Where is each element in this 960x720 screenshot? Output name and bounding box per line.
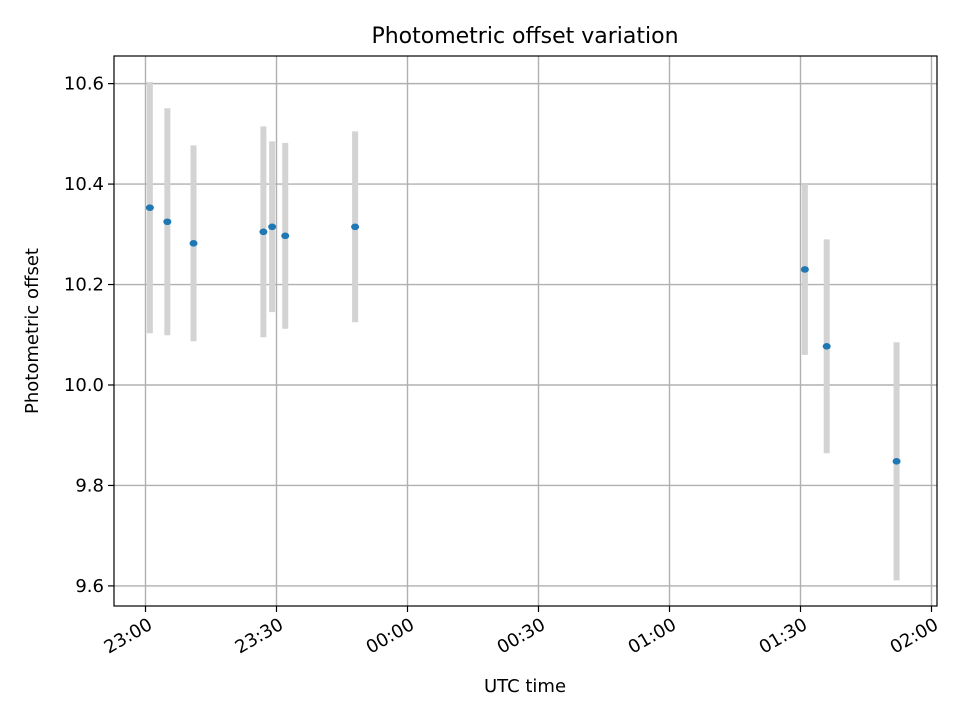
x-axis-ticks: 23:00 23:30 00:00 00:30 01:00 01:30 02:00 (101, 606, 942, 658)
x-tick-label: 02:00 (887, 614, 942, 658)
data-point (268, 223, 277, 231)
y-tick-label: 10.6 (64, 74, 104, 95)
x-tick-label: 00:00 (363, 614, 418, 658)
x-tick-label: 01:30 (756, 614, 811, 658)
plot-frame (113, 55, 938, 607)
data-point (281, 232, 290, 240)
data-point (800, 266, 809, 273)
error-bars (146, 82, 900, 581)
y-tick-label: 10.2 (64, 275, 104, 296)
y-axis-label: Photometric offset (22, 248, 43, 414)
x-tick-label: 23:30 (232, 614, 287, 658)
data-point (892, 458, 901, 465)
x-tick-label: 01:00 (625, 614, 680, 658)
grid-lines (114, 56, 937, 606)
x-axis-label: UTC time (484, 676, 566, 697)
data-point (145, 204, 154, 211)
x-tick-label: 00:30 (494, 614, 549, 658)
data-point (259, 228, 268, 236)
data-point (351, 223, 360, 231)
data-points (145, 204, 901, 465)
y-tick-label: 10.4 (64, 174, 104, 195)
data-point (189, 240, 198, 247)
y-axis-ticks: 9.6 9.8 10.0 10.2 10.4 10.6 (64, 74, 114, 597)
chart-title: Photometric offset variation (371, 24, 678, 49)
y-tick-label: 10.0 (64, 375, 104, 396)
x-tick-label: 23:00 (101, 614, 156, 658)
y-tick-label: 9.6 (75, 576, 104, 597)
y-tick-label: 9.8 (75, 475, 104, 496)
data-point (163, 218, 172, 226)
data-point (822, 343, 831, 350)
